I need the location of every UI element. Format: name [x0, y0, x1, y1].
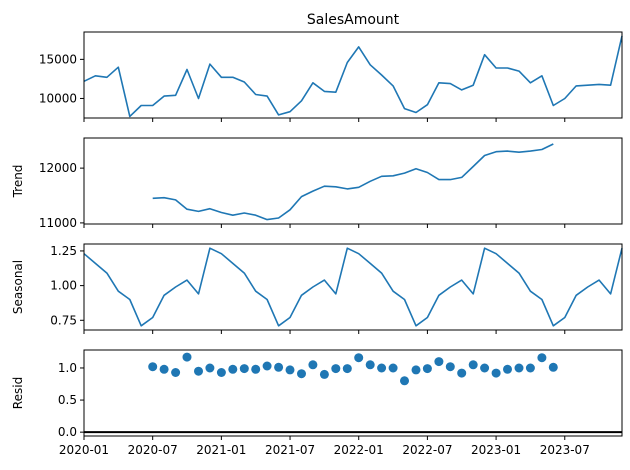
y-axis-label: Resid	[11, 377, 25, 409]
data-point	[228, 364, 238, 374]
axes-frame	[83, 137, 623, 225]
data-point	[468, 360, 478, 370]
y-tick-label: 12000	[39, 161, 77, 175]
subplot-1: SalesAmount 10000 15000	[39, 12, 623, 122]
data-point	[251, 364, 261, 374]
x-tick-label: 2020-07	[128, 443, 178, 457]
data-point	[491, 368, 501, 378]
data-point	[262, 361, 272, 371]
data-point	[297, 369, 306, 379]
y-tick-label: 0.75	[50, 313, 77, 327]
y-axis-label: Trend	[11, 165, 25, 199]
data-point	[400, 376, 409, 386]
data-point	[422, 364, 432, 374]
data-point	[457, 368, 467, 378]
y-tick-label: 0.0	[58, 425, 77, 439]
x-tick-label: 2020-01	[59, 443, 109, 457]
data-point	[548, 362, 558, 372]
data-point	[331, 364, 341, 374]
subplot-panels: SalesAmount 10000 15000 Trend 11000 12000 Seas…	[11, 12, 623, 457]
data-point	[354, 353, 364, 363]
series-line	[83, 247, 623, 327]
x-tick-label: 2021-01	[196, 443, 246, 457]
y-tick-label: 0.5	[58, 393, 77, 407]
x-tick-label: 2023-07	[540, 443, 590, 457]
data-point	[537, 353, 547, 363]
data-point	[365, 360, 375, 370]
y-tick-label: 1.0	[58, 361, 77, 375]
data-point	[194, 366, 203, 376]
y-axis-label: Seasonal	[11, 260, 25, 314]
data-point	[503, 364, 512, 374]
data-point	[205, 363, 215, 373]
y-tick-label: 1.00	[50, 279, 77, 293]
subplot-3: Seasonal 0.75 1.00 1.25	[11, 243, 623, 334]
data-point	[239, 364, 249, 374]
data-point	[308, 360, 318, 370]
subplot-title: SalesAmount	[307, 12, 400, 28]
data-point	[525, 363, 535, 373]
series-line	[83, 35, 623, 118]
data-point	[480, 363, 490, 373]
series-line	[152, 143, 554, 221]
data-point	[514, 363, 524, 373]
data-point	[216, 368, 226, 377]
y-tick-label: 10000	[39, 91, 77, 105]
x-tick-label: 2021-07	[265, 443, 315, 457]
data-point	[274, 362, 284, 372]
y-tick-label: 11000	[39, 216, 77, 230]
x-tick-label: 2022-07	[402, 443, 452, 457]
axes-frame	[83, 243, 623, 331]
x-tick-label: 2023-01	[471, 443, 521, 457]
axes-frame	[83, 349, 623, 437]
data-point	[171, 368, 181, 377]
x-tick-label: 2022-01	[334, 443, 384, 457]
y-tick-label: 1.25	[50, 244, 77, 258]
data-point	[445, 362, 455, 372]
data-point	[377, 363, 387, 373]
data-point	[159, 364, 169, 374]
data-point	[411, 365, 421, 375]
y-tick-label: 15000	[39, 52, 77, 66]
data-point	[182, 352, 192, 362]
subplot-2: Trend 11000 12000	[11, 137, 623, 230]
data-point	[285, 365, 295, 375]
data-point	[148, 362, 158, 372]
axes-frame	[83, 31, 623, 119]
data-point	[434, 357, 444, 367]
data-point	[388, 363, 398, 373]
data-point	[342, 364, 352, 374]
data-point	[319, 369, 329, 379]
subplot-4: Resid 0.0 0.5 1.0 2020-01 2020-07 2021-01 2021-…	[11, 349, 623, 457]
